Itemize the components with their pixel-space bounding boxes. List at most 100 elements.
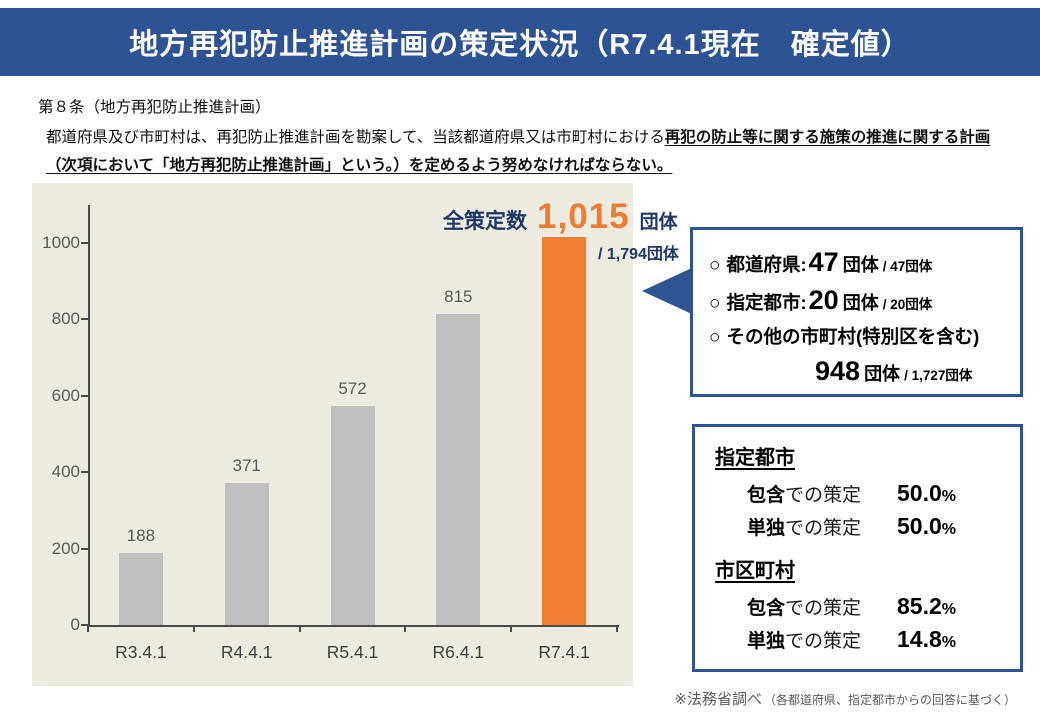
x-tick <box>298 625 301 632</box>
y-tick-label: 800 <box>51 309 80 329</box>
y-tick-label: 600 <box>51 385 80 405</box>
y-tick <box>81 318 88 321</box>
x-tick <box>616 625 618 632</box>
y-tick <box>81 394 88 397</box>
ratio-value: 14.8% <box>897 626 1004 653</box>
source-note-detail: （各都道府県、指定都市からの回答に基づく） <box>763 693 1016 707</box>
bar-R3.4.1 <box>118 553 163 625</box>
breakdown-unit: 団体 <box>842 255 879 275</box>
bar-value-label: 371 <box>232 456 261 476</box>
ratio-label-rest: での策定 <box>785 518 862 539</box>
ratio-label-strong: 包含 <box>747 598 786 619</box>
breakdown-row-designated-cities: ○ 指定都市:20 団体/ 20団体 <box>709 285 1008 316</box>
y-tick <box>81 547 88 550</box>
breakdown-row-other-municipalities: ○ その他の市町村(特別区を含む) <box>709 323 1008 349</box>
total-label: 全策定数 <box>443 210 527 233</box>
breakdown-denominator: / 20団体 <box>882 297 933 312</box>
source-note-main: ※法務省調べ <box>674 691 762 708</box>
ratio-value-number: 85.2 <box>897 593 942 619</box>
ratio-row-inclusive: 包含での策定 85.2% <box>747 593 1004 620</box>
ratio-label: 包含での策定 <box>747 480 897 507</box>
ratio-row-standalone: 単独での策定 14.8% <box>747 626 1004 653</box>
ratio-label-strong: 単独 <box>747 518 786 539</box>
ratio-label: 包含での策定 <box>747 593 897 620</box>
total-unit: 団体 <box>639 212 678 233</box>
article-heading: 第８条（地方再犯防止推進計画） <box>38 99 271 116</box>
bar-value-label: 815 <box>444 286 473 306</box>
x-tick-label: R4.4.1 <box>220 642 273 662</box>
bar-R6.4.1 <box>436 313 481 625</box>
breakdown-value: 47 <box>808 247 839 277</box>
y-tick <box>81 471 88 474</box>
bar-value-label: 188 <box>126 526 156 546</box>
article-text: 第８条（地方再犯防止推進計画） 都道府県及び市町村は、再犯防止推進計画を勘案して… <box>38 94 1010 180</box>
ratio-value: 50.0% <box>897 480 1004 507</box>
breakdown-label: その他の市町村(特別区を含む) <box>726 326 980 347</box>
circle-bullet-icon: ○ <box>709 327 721 348</box>
plot-area: 0 200 400 600 800 1000 188 R3.4.1 371 R4.4.1 572 R5… <box>32 183 633 686</box>
ratio-value-number: 50.0 <box>897 480 942 506</box>
total-annotation: 全策定数 1,015 団体 <box>443 197 678 237</box>
breakdown-label: 指定都市: <box>726 292 807 313</box>
ratio-section-title-designated-cities: 指定都市 <box>715 447 795 469</box>
ratio-rows-designated-cities: 包含での策定 50.0% 単独での策定 50.0% <box>747 480 1004 540</box>
breakdown-row-other-municipalities-value: 948 団体/ 1,727団体 <box>813 356 1008 387</box>
circle-bullet-icon: ○ <box>709 255 721 276</box>
ratio-label: 単独での策定 <box>747 513 897 540</box>
ratio-label: 単独での策定 <box>747 626 897 653</box>
ratio-row-standalone: 単独での策定 50.0% <box>747 513 1004 540</box>
bar-chart-panel: 0 200 400 600 800 1000 188 R3.4.1 371 R4.4.1 572 R5… <box>32 183 633 686</box>
x-axis-line <box>88 625 619 627</box>
x-tick <box>404 625 407 632</box>
source-note: ※法務省調べ （各都道府県、指定都市からの回答に基づく） <box>674 688 1016 709</box>
breakdown-unit: 団体 <box>864 364 901 384</box>
callout-arrow-icon <box>642 267 694 315</box>
y-tick <box>81 242 88 244</box>
ratio-value: 50.0% <box>897 513 1004 540</box>
ratio-section-title-municipalities: 市区町村 <box>715 560 795 582</box>
breakdown-box: ○ 都道府県:47 団体/ 47団体 ○ 指定都市:20 団体/ 20団体 ○ その他の市… <box>690 227 1023 397</box>
ratio-label-rest: での策定 <box>785 598 862 619</box>
ratio-value: 85.2% <box>897 593 1004 620</box>
x-tick-label: R3.4.1 <box>115 642 167 662</box>
percent-sign: % <box>941 601 956 618</box>
percent-sign: % <box>941 488 956 505</box>
y-tick-label: 1000 <box>42 233 80 252</box>
ratio-label-strong: 単独 <box>747 631 786 652</box>
breakdown-unit: 団体 <box>842 293 879 313</box>
title-banner: 地方再犯防止推進計画の策定状況（R7.4.1現在 確定値） <box>0 8 1040 76</box>
breakdown-value: 20 <box>808 285 839 315</box>
ratio-value-number: 50.0 <box>897 513 942 539</box>
breakdown-label: 都道府県: <box>726 254 807 275</box>
x-tick-label: R5.4.1 <box>326 642 379 662</box>
x-tick-label: R7.4.1 <box>538 642 590 662</box>
y-tick <box>81 624 88 626</box>
x-tick <box>510 625 513 632</box>
article-body-plain: 都道府県及び市町村は、再犯防止推進計画を勘案して、当該都道府県又は市町村における <box>46 129 665 146</box>
article-body-emphasis: 再犯の防止等に関する施策の推進に関する計画（次項において「地方再犯防止推進計画」… <box>46 129 991 174</box>
bar-R7.4.1 <box>542 237 587 625</box>
ratio-label-strong: 包含 <box>747 485 786 506</box>
bar-R5.4.1 <box>330 406 375 625</box>
ratio-label-rest: での策定 <box>785 631 862 652</box>
bar-R4.4.1 <box>224 483 269 625</box>
breakdown-denominator: / 1,727団体 <box>904 368 973 383</box>
ratio-row-inclusive: 包含での策定 50.0% <box>747 480 1004 507</box>
ratio-label-rest: での策定 <box>785 485 862 506</box>
ratio-value-number: 14.8 <box>897 626 942 652</box>
percent-sign: % <box>941 521 956 538</box>
total-value: 1,015 <box>537 197 630 236</box>
ratio-box: 指定都市 包含での策定 50.0% 単独での策定 50.0% 市区町村 包含での… <box>692 424 1023 672</box>
breakdown-value: 948 <box>815 356 861 386</box>
bar-value-label: 572 <box>338 379 367 399</box>
y-tick-label: 400 <box>51 462 80 482</box>
y-axis-line <box>88 205 90 626</box>
ratio-rows-municipalities: 包含での策定 85.2% 単独での策定 14.8% <box>747 593 1004 653</box>
x-tick <box>87 625 89 632</box>
page-title: 地方再犯防止推進計画の策定状況（R7.4.1現在 確定値） <box>129 29 911 61</box>
article-body: 都道府県及び市町村は、再犯防止推進計画を勘案して、当該都道府県又は市町村における… <box>38 124 1010 180</box>
total-denominator: / 1,794団体 <box>598 246 679 263</box>
breakdown-row-prefectures: ○ 都道府県:47 団体/ 47団体 <box>709 247 1008 278</box>
breakdown-denominator: / 47団体 <box>882 259 933 274</box>
